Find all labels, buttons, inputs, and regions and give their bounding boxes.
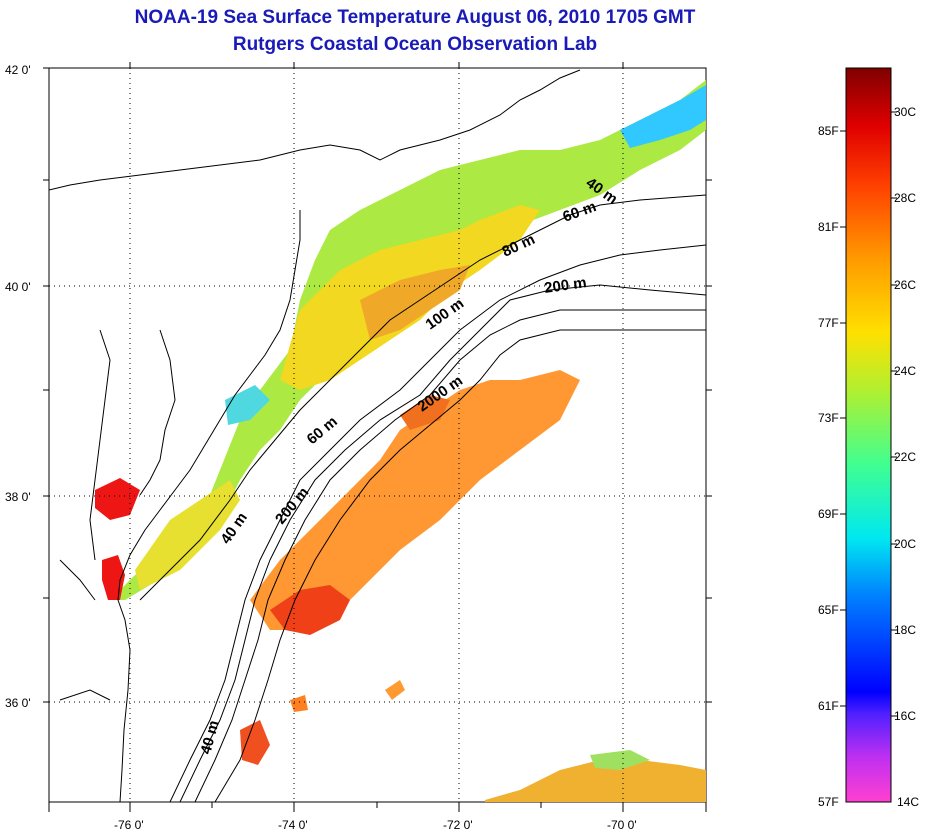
colorbar-f-label: 69F [818,507,839,521]
map-area: 40 m 60 m 80 m 200 m 100 m 2000 m 60 m 2… [5,62,712,832]
colorbar-ticks [840,111,897,717]
sst-small-patch-1 [385,680,405,700]
map-subtitle: Rutgers Coastal Ocean Observation Lab [232,34,598,55]
frame-ticks [43,62,712,812]
sst-cold-patch-2 [225,385,270,425]
sst-lower-shelf [135,480,240,590]
sst-patch-se-green [590,750,650,770]
sst-cold-patch-ne [620,85,706,148]
isobath-40m [139,194,706,601]
sst-patch-south [240,720,270,765]
longitude-labels: -76 0' -74 0' -72 0' -70 0' [114,818,637,832]
isobath-60m [169,244,706,802]
lon-label: -76 0' [114,818,144,832]
isobath-label: 200 m [543,274,587,297]
lat-label: 36 0' [5,696,31,710]
colorbar-c-label: 18C [894,623,916,637]
coastline [49,69,581,802]
sst-red-bay-1 [95,478,140,520]
sst-patch-se [485,760,706,802]
isobath-80m [179,284,706,802]
map-title: NOAA-19 Sea Surface Temperature August 0… [134,7,696,28]
colorbar-c-label: 14C [897,795,919,809]
sst-shelf-orange [360,265,470,340]
colorbar-gradient [845,67,892,803]
colorbar: 85F 81F 77F 73F 69F 65F 61F 57F 30C 28C … [818,67,919,809]
lon-label: -72 0' [443,818,473,832]
colorbar-f-label: 73F [818,411,839,425]
colorbar-c-label: 16C [894,709,916,723]
coastline-layer [49,69,706,802]
colorbar-f-label: 85F [818,124,839,138]
colorbar-f-label: 61F [818,699,839,713]
sst-small-patch-3 [400,395,450,430]
colorbar-c-label: 26C [894,278,916,292]
lon-label: -74 0' [278,818,308,832]
sst-warm-core [270,585,350,635]
isobath-200m [194,309,706,802]
lat-label: 38 0' [5,490,31,504]
sst-data-layer [95,80,706,802]
lat-label: 40 0' [5,280,31,294]
colorbar-c-label: 28C [894,191,916,205]
colorbar-c-label: 24C [894,364,916,378]
isobath-2000m [214,329,706,802]
lat-label: 42 0' [5,63,31,77]
sst-offshore-warm [250,370,580,630]
colorbar-c-label: 20C [894,537,916,551]
bay-shoreline [59,329,176,701]
sst-shelf-band [110,80,706,600]
colorbar-f-label: 57F [818,795,839,809]
colorbar-f-label: 77F [818,316,839,330]
latitude-labels: 42 0' 40 0' 38 0' 36 0' [5,63,31,710]
colorbar-c-label: 30C [894,105,916,119]
colorbar-f-label: 65F [818,603,839,617]
lon-label: -70 0' [607,818,637,832]
colorbar-f-label: 81F [818,220,839,234]
colorbar-c-label: 22C [894,450,916,464]
sst-small-patch-2 [290,695,308,712]
